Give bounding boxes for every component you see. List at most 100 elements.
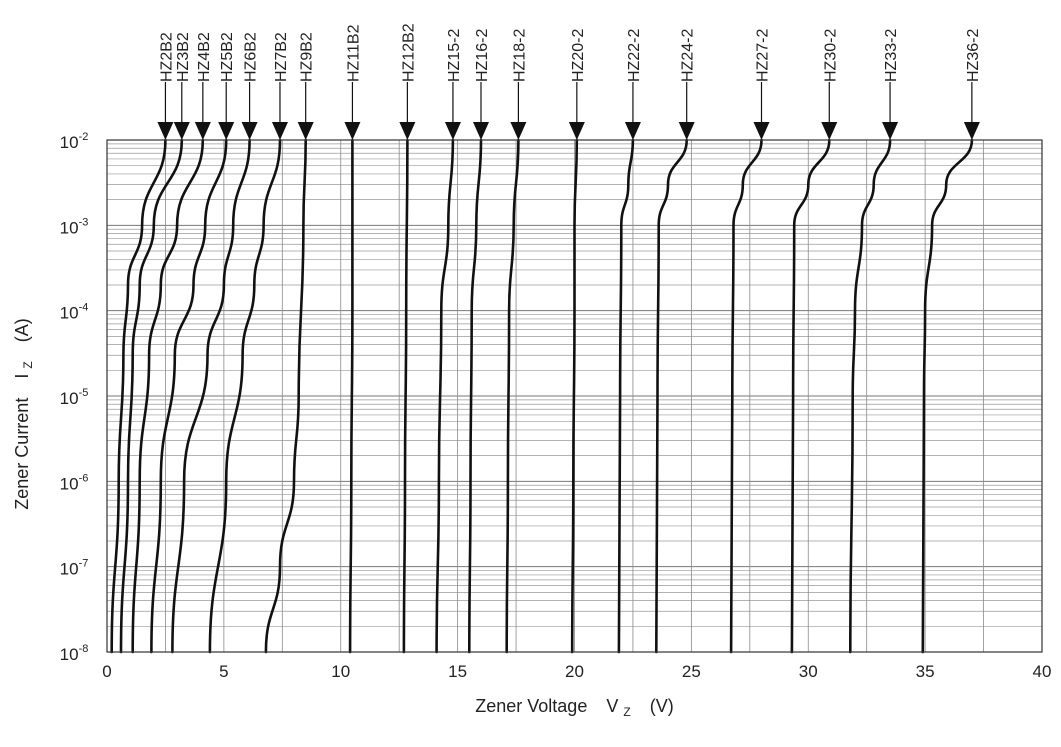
series-curve — [921, 138, 974, 654]
series-label: HZ20-2 — [570, 29, 587, 82]
series-arrow — [173, 122, 190, 140]
series-curve — [402, 138, 409, 654]
series-label: HZ7B2 — [273, 32, 290, 82]
series-curve — [171, 138, 251, 654]
y-tick-label: 10-5 — [60, 387, 89, 408]
y-tick-exponent: -7 — [79, 558, 89, 570]
series-curve — [119, 138, 184, 654]
x-tick-label: 30 — [799, 662, 818, 681]
series-arrow — [241, 122, 258, 140]
y-tick-exponent: -2 — [79, 131, 89, 143]
x-tick-label: 40 — [1033, 662, 1052, 681]
y-tick-exponent: -8 — [79, 643, 89, 655]
series-label: HZ3B2 — [175, 32, 192, 82]
series-arrow — [218, 122, 235, 140]
series-label: HZ24-2 — [680, 29, 697, 82]
series-curve — [729, 138, 763, 654]
series-arrow — [399, 122, 416, 140]
series-arrow — [624, 122, 641, 140]
x-axis-label-subscript: Z — [623, 705, 630, 719]
series-arrow — [194, 122, 211, 140]
y-axis-label-subscript: Z — [21, 361, 35, 368]
x-tick-label: 10 — [331, 662, 350, 681]
series-label: HZ11B2 — [345, 24, 362, 82]
x-tick-label: 15 — [448, 662, 467, 681]
series-curves — [110, 138, 974, 654]
series-curve — [570, 138, 579, 654]
x-axis-label-symbol: V — [606, 696, 618, 716]
series-curve — [150, 138, 228, 654]
series-curve — [131, 138, 205, 654]
x-tick-label: 25 — [682, 662, 701, 681]
y-tick-label: 10-2 — [60, 131, 89, 152]
series-label: HZ16-2 — [474, 29, 491, 82]
series-labels: HZ2B2 HZ3B2 HZ4B2 HZ5B2 HZ6B2 HZ7B2 HZ9B2 HZ11B… — [157, 23, 982, 140]
series-label: HZ27-2 — [755, 29, 772, 82]
x-axis-label-unit: (V) — [650, 696, 674, 716]
series-arrow — [473, 122, 489, 140]
y-axis-label-name: Zener Current — [12, 398, 32, 510]
y-tick-label: 10-3 — [60, 216, 89, 237]
series-label: HZ30-2 — [822, 29, 839, 82]
y-tick-base: 10 — [60, 645, 79, 664]
series-label: HZ18-2 — [511, 29, 528, 82]
x-tick-label: 5 — [219, 662, 228, 681]
series-label: HZ4B2 — [196, 32, 213, 82]
series-label: HZ22-2 — [626, 29, 643, 82]
y-tick-labels: 10-810-710-610-510-410-310-2 — [60, 131, 89, 664]
y-tick-base: 10 — [60, 474, 79, 493]
series-label: HZ15-2 — [446, 29, 463, 82]
series-arrow — [157, 122, 174, 140]
series-label: HZ36-2 — [965, 29, 982, 82]
series-arrow — [297, 122, 314, 140]
y-tick-label: 10-6 — [60, 472, 89, 493]
x-tick-labels: 0 5 10 15 20 25 30 35 40 — [102, 662, 1051, 681]
series-curve — [790, 138, 831, 654]
y-axis-label-symbol: I — [12, 374, 32, 379]
series-curve — [468, 138, 483, 654]
series-arrow — [510, 122, 527, 140]
series-curve — [505, 138, 520, 654]
x-tick-label: 0 — [102, 662, 111, 681]
series-label: HZ9B2 — [299, 32, 316, 82]
series-curve — [348, 138, 354, 654]
y-tick-label: 10-7 — [60, 558, 89, 579]
y-tick-exponent: -3 — [79, 216, 89, 228]
series-arrow — [882, 122, 899, 140]
x-tick-label: 20 — [565, 662, 584, 681]
y-tick-label: 10-4 — [60, 302, 89, 323]
series-curve — [655, 138, 688, 654]
series-label: HZ2B2 — [158, 32, 175, 82]
x-axis-label-name: Zener Voltage — [475, 696, 587, 716]
y-tick-base: 10 — [60, 560, 79, 579]
y-tick-exponent: -5 — [79, 387, 89, 399]
plot-frame — [106, 139, 1043, 653]
series-label: HZ12B2 — [400, 23, 417, 82]
y-axis-label-unit: (A) — [12, 318, 32, 342]
series-curve — [208, 138, 282, 654]
series-arrow — [963, 122, 980, 140]
y-axis-label: Zener Current I Z (A) — [12, 318, 36, 509]
x-axis-label: Zener Voltage V Z (V) — [475, 696, 673, 720]
series-arrow — [678, 122, 695, 140]
y-tick-exponent: -6 — [79, 472, 89, 484]
y-tick-label: 10-8 — [60, 643, 89, 664]
series-arrow — [444, 122, 461, 140]
series-arrow — [271, 122, 288, 140]
x-tick-label: 35 — [916, 662, 935, 681]
series-label: HZ5B2 — [219, 32, 236, 82]
y-tick-base: 10 — [60, 218, 79, 237]
series-arrow — [753, 122, 770, 140]
series-curve — [110, 138, 167, 654]
y-tick-base: 10 — [60, 389, 79, 408]
series-curve — [617, 138, 635, 654]
series-curve — [849, 138, 892, 654]
series-curve — [264, 138, 307, 654]
y-tick-exponent: -4 — [79, 302, 89, 314]
series-arrow — [821, 122, 838, 140]
series-label: HZ33-2 — [883, 29, 900, 82]
y-tick-base: 10 — [60, 304, 79, 323]
series-label: HZ6B2 — [243, 32, 260, 82]
series-curve — [435, 138, 455, 654]
